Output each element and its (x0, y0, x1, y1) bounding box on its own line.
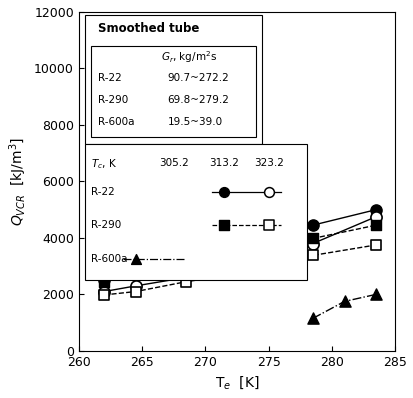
FancyBboxPatch shape (91, 46, 255, 137)
Point (101, 292, 107, 298)
Point (183, 261, 189, 268)
Text: 323.2: 323.2 (253, 158, 283, 168)
Point (340, 298, 347, 304)
Point (309, 315, 316, 322)
Text: $T_c$, K: $T_c$, K (91, 158, 117, 172)
Point (240, 248, 246, 255)
Point (132, 256, 139, 263)
Point (183, 279, 189, 285)
Point (132, 267, 139, 273)
Point (240, 264, 246, 271)
Point (265, 188, 271, 195)
Text: R-290: R-290 (97, 95, 128, 105)
Text: 313.2: 313.2 (209, 158, 239, 168)
Point (183, 274, 189, 281)
Point (240, 255, 246, 261)
Point (309, 240, 316, 247)
Text: 90.7~272.2: 90.7~272.2 (167, 73, 228, 83)
Text: $G_r$, kg/m$^2$s: $G_r$, kg/m$^2$s (161, 49, 217, 65)
Text: R-290: R-290 (91, 220, 121, 230)
Point (101, 288, 107, 295)
Point (372, 222, 379, 228)
Point (372, 242, 379, 248)
Y-axis label: $Q_{VCR}$  [kJ/m$^3$]: $Q_{VCR}$ [kJ/m$^3$] (7, 137, 28, 226)
Point (101, 279, 107, 285)
Point (309, 235, 316, 242)
Point (372, 213, 379, 220)
Text: R-22: R-22 (91, 187, 115, 197)
Text: R-600a: R-600a (91, 254, 128, 264)
Point (372, 207, 379, 213)
Text: R-22: R-22 (97, 73, 121, 83)
Point (309, 252, 316, 259)
Text: Smoothed tube: Smoothed tube (97, 22, 199, 35)
Point (240, 270, 246, 276)
Point (221, 188, 227, 195)
X-axis label: T$_e$  [K]: T$_e$ [K] (214, 374, 259, 391)
Text: 19.5~39.0: 19.5~39.0 (167, 117, 222, 127)
Text: R-600a: R-600a (97, 117, 134, 127)
Point (221, 222, 227, 228)
Point (132, 288, 139, 295)
Point (309, 222, 316, 228)
FancyBboxPatch shape (85, 16, 262, 144)
Text: 69.8~279.2: 69.8~279.2 (167, 95, 229, 105)
Point (132, 271, 139, 277)
Point (183, 257, 189, 263)
Point (132, 283, 139, 289)
Point (372, 291, 379, 298)
Point (265, 222, 271, 228)
Text: 305.2: 305.2 (159, 158, 188, 168)
Point (101, 277, 107, 283)
FancyBboxPatch shape (85, 144, 306, 280)
